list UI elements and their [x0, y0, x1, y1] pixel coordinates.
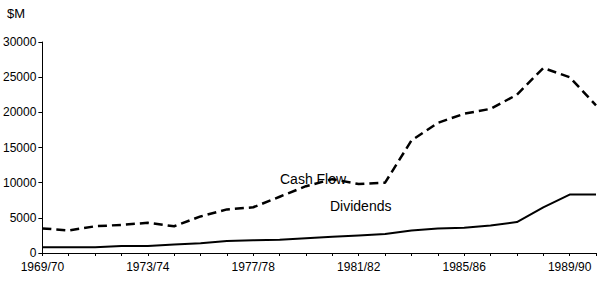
svg-text:0: 0: [30, 246, 37, 260]
svg-text:Dividends: Dividends: [330, 198, 391, 214]
svg-text:15000: 15000: [3, 141, 37, 155]
svg-text:1981/82: 1981/82: [337, 260, 381, 274]
svg-text:25000: 25000: [3, 70, 37, 84]
svg-text:5000: 5000: [10, 211, 37, 225]
svg-text:1989/90: 1989/90: [548, 260, 592, 274]
svg-text:1973/74: 1973/74: [126, 260, 170, 274]
svg-text:Cash Flow: Cash Flow: [280, 171, 347, 187]
svg-text:30000: 30000: [3, 35, 37, 49]
svg-text:$M: $M: [7, 6, 25, 21]
svg-text:1985/86: 1985/86: [442, 260, 486, 274]
svg-text:1969/70: 1969/70: [21, 260, 65, 274]
svg-text:10000: 10000: [3, 176, 37, 190]
svg-text:20000: 20000: [3, 105, 37, 119]
svg-text:1977/78: 1977/78: [232, 260, 276, 274]
